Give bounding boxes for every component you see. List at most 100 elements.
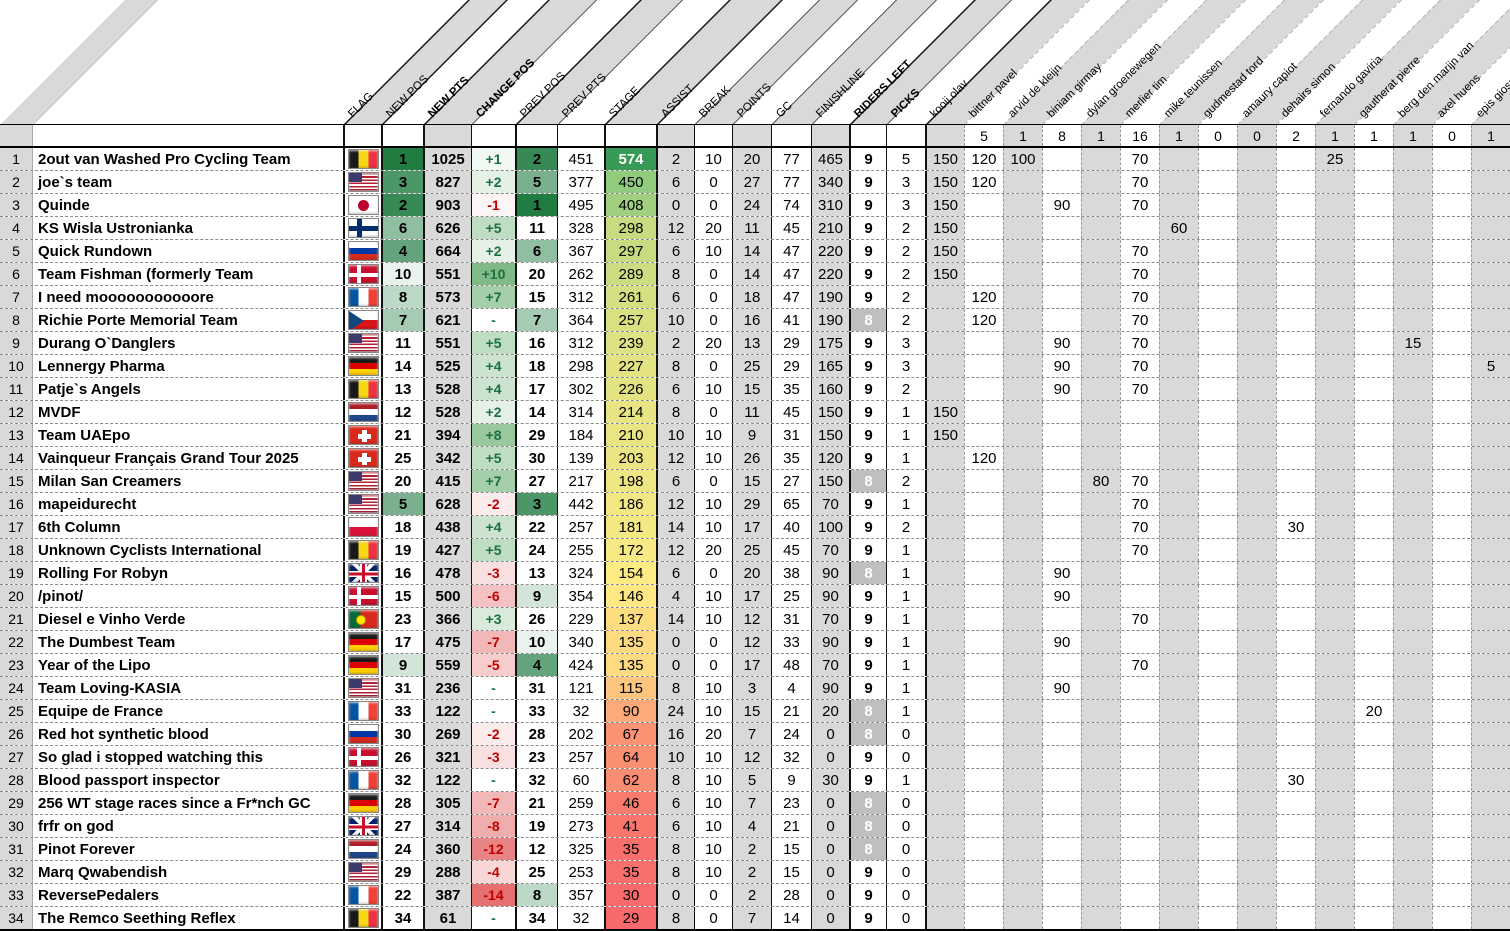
cell-rider-points[interactable] (964, 332, 1003, 354)
cell-rider-points[interactable] (1432, 838, 1471, 860)
cell-rider-points[interactable] (925, 838, 964, 860)
rider-pick-count[interactable]: 1 (1393, 125, 1432, 146)
cell-rider-points[interactable] (1120, 723, 1159, 745)
cell-riders-left[interactable]: 9 (849, 286, 886, 308)
cell-change-pos[interactable]: +8 (471, 424, 515, 446)
cell-rider-points[interactable] (1432, 309, 1471, 331)
cell-rider-points[interactable] (1315, 838, 1354, 860)
cell-rider-points[interactable] (1198, 286, 1237, 308)
cell-rider-points[interactable]: 150 (925, 217, 964, 239)
cell-rider-points[interactable] (1159, 677, 1198, 699)
cell-rider-points[interactable] (1432, 355, 1471, 377)
cell-rider-points[interactable] (1315, 470, 1354, 492)
cell-picks[interactable]: 3 (886, 171, 925, 193)
cell-rider-points[interactable] (964, 516, 1003, 538)
cell-rider-points[interactable] (1471, 677, 1510, 699)
cell-assist[interactable]: 6 (656, 562, 694, 584)
cell-rider-points[interactable] (1393, 240, 1432, 262)
cell-rider-points[interactable] (1393, 539, 1432, 561)
cell-rider-points[interactable] (1237, 240, 1276, 262)
cell-team-name[interactable]: Diesel e Vinho Verde (32, 608, 343, 630)
cell-prev-pts[interactable]: 442 (557, 493, 604, 515)
cell-assist[interactable]: 2 (656, 148, 694, 170)
cell-prev-pts[interactable]: 357 (557, 884, 604, 906)
cell-rider-points[interactable] (1003, 562, 1042, 584)
cell-rank[interactable]: 19 (0, 562, 32, 584)
cell-change-pos[interactable]: - (471, 677, 515, 699)
cell-gc[interactable]: 47 (771, 286, 811, 308)
cell-rider-points[interactable] (1471, 240, 1510, 262)
cell-stage[interactable]: 154 (604, 562, 656, 584)
cell-prev-pos[interactable]: 22 (515, 516, 557, 538)
cell-rider-points[interactable]: 70 (1120, 493, 1159, 515)
cell-points[interactable]: 17 (732, 654, 771, 676)
cell-new-pos[interactable]: 1 (381, 148, 423, 170)
cell-finishline[interactable]: 150 (811, 470, 849, 492)
cell-rider-points[interactable] (1354, 539, 1393, 561)
cell-flag[interactable] (343, 240, 381, 262)
cell-rider-points[interactable] (1003, 355, 1042, 377)
cell-change-pos[interactable]: -3 (471, 562, 515, 584)
cell-rider-points[interactable] (1159, 470, 1198, 492)
cell-rider-points[interactable] (1042, 815, 1081, 837)
cell-rider-points[interactable] (1237, 907, 1276, 929)
count-row-empty-cell[interactable] (849, 125, 886, 146)
cell-prev-pts[interactable]: 184 (557, 424, 604, 446)
cell-rider-points[interactable] (1237, 838, 1276, 860)
cell-rider-points[interactable] (1237, 493, 1276, 515)
cell-rider-points[interactable] (1432, 539, 1471, 561)
cell-prev-pos[interactable]: 17 (515, 378, 557, 400)
cell-assist[interactable]: 8 (656, 769, 694, 791)
cell-gc[interactable]: 35 (771, 447, 811, 469)
cell-rider-points[interactable] (1315, 332, 1354, 354)
cell-rider-points[interactable] (1276, 171, 1315, 193)
cell-rider-points[interactable] (1276, 309, 1315, 331)
cell-rider-points[interactable] (1003, 861, 1042, 883)
cell-rank[interactable]: 31 (0, 838, 32, 860)
cell-rider-points[interactable] (1198, 424, 1237, 446)
cell-points[interactable]: 2 (732, 838, 771, 860)
cell-rider-points[interactable] (1237, 631, 1276, 653)
cell-rider-points[interactable] (1276, 470, 1315, 492)
cell-rider-points[interactable] (1003, 907, 1042, 929)
cell-rank[interactable]: 22 (0, 631, 32, 653)
cell-change-pos[interactable]: -8 (471, 815, 515, 837)
cell-rider-points[interactable] (1159, 884, 1198, 906)
cell-gc[interactable]: 65 (771, 493, 811, 515)
cell-rider-points[interactable]: 15 (1393, 332, 1432, 354)
cell-rider-points[interactable] (925, 723, 964, 745)
cell-assist[interactable]: 8 (656, 907, 694, 929)
cell-prev-pts[interactable]: 328 (557, 217, 604, 239)
cell-gc[interactable]: 25 (771, 585, 811, 607)
cell-rider-points[interactable] (1198, 516, 1237, 538)
cell-prev-pos[interactable]: 16 (515, 332, 557, 354)
cell-rider-points[interactable] (1393, 355, 1432, 377)
cell-riders-left[interactable]: 9 (849, 585, 886, 607)
cell-team-name[interactable]: Blood passport inspector (32, 769, 343, 791)
cell-assist[interactable]: 6 (656, 240, 694, 262)
cell-prev-pts[interactable]: 314 (557, 401, 604, 423)
cell-prev-pts[interactable]: 60 (557, 769, 604, 791)
cell-team-name[interactable]: 6th Column (32, 516, 343, 538)
cell-rider-points[interactable] (1120, 700, 1159, 722)
cell-points[interactable]: 11 (732, 217, 771, 239)
cell-picks[interactable]: 2 (886, 516, 925, 538)
cell-riders-left[interactable]: 8 (849, 562, 886, 584)
cell-stage[interactable]: 46 (604, 792, 656, 814)
cell-rider-points[interactable] (1003, 470, 1042, 492)
cell-rider-points[interactable] (1393, 585, 1432, 607)
cell-rider-points[interactable] (1003, 608, 1042, 630)
cell-assist[interactable]: 0 (656, 884, 694, 906)
cell-rider-points[interactable] (1276, 562, 1315, 584)
cell-picks[interactable]: 1 (886, 539, 925, 561)
cell-rider-points[interactable] (1276, 838, 1315, 860)
cell-rider-points[interactable] (1393, 562, 1432, 584)
cell-rider-points[interactable] (1393, 493, 1432, 515)
cell-rider-points[interactable] (1471, 470, 1510, 492)
cell-riders-left[interactable]: 9 (849, 148, 886, 170)
cell-new-pos[interactable]: 32 (381, 769, 423, 791)
cell-finishline[interactable]: 0 (811, 907, 849, 929)
cell-riders-left[interactable]: 9 (849, 769, 886, 791)
cell-rider-points[interactable] (964, 884, 1003, 906)
cell-team-name[interactable]: Team Fishman (formerly Team (32, 263, 343, 285)
